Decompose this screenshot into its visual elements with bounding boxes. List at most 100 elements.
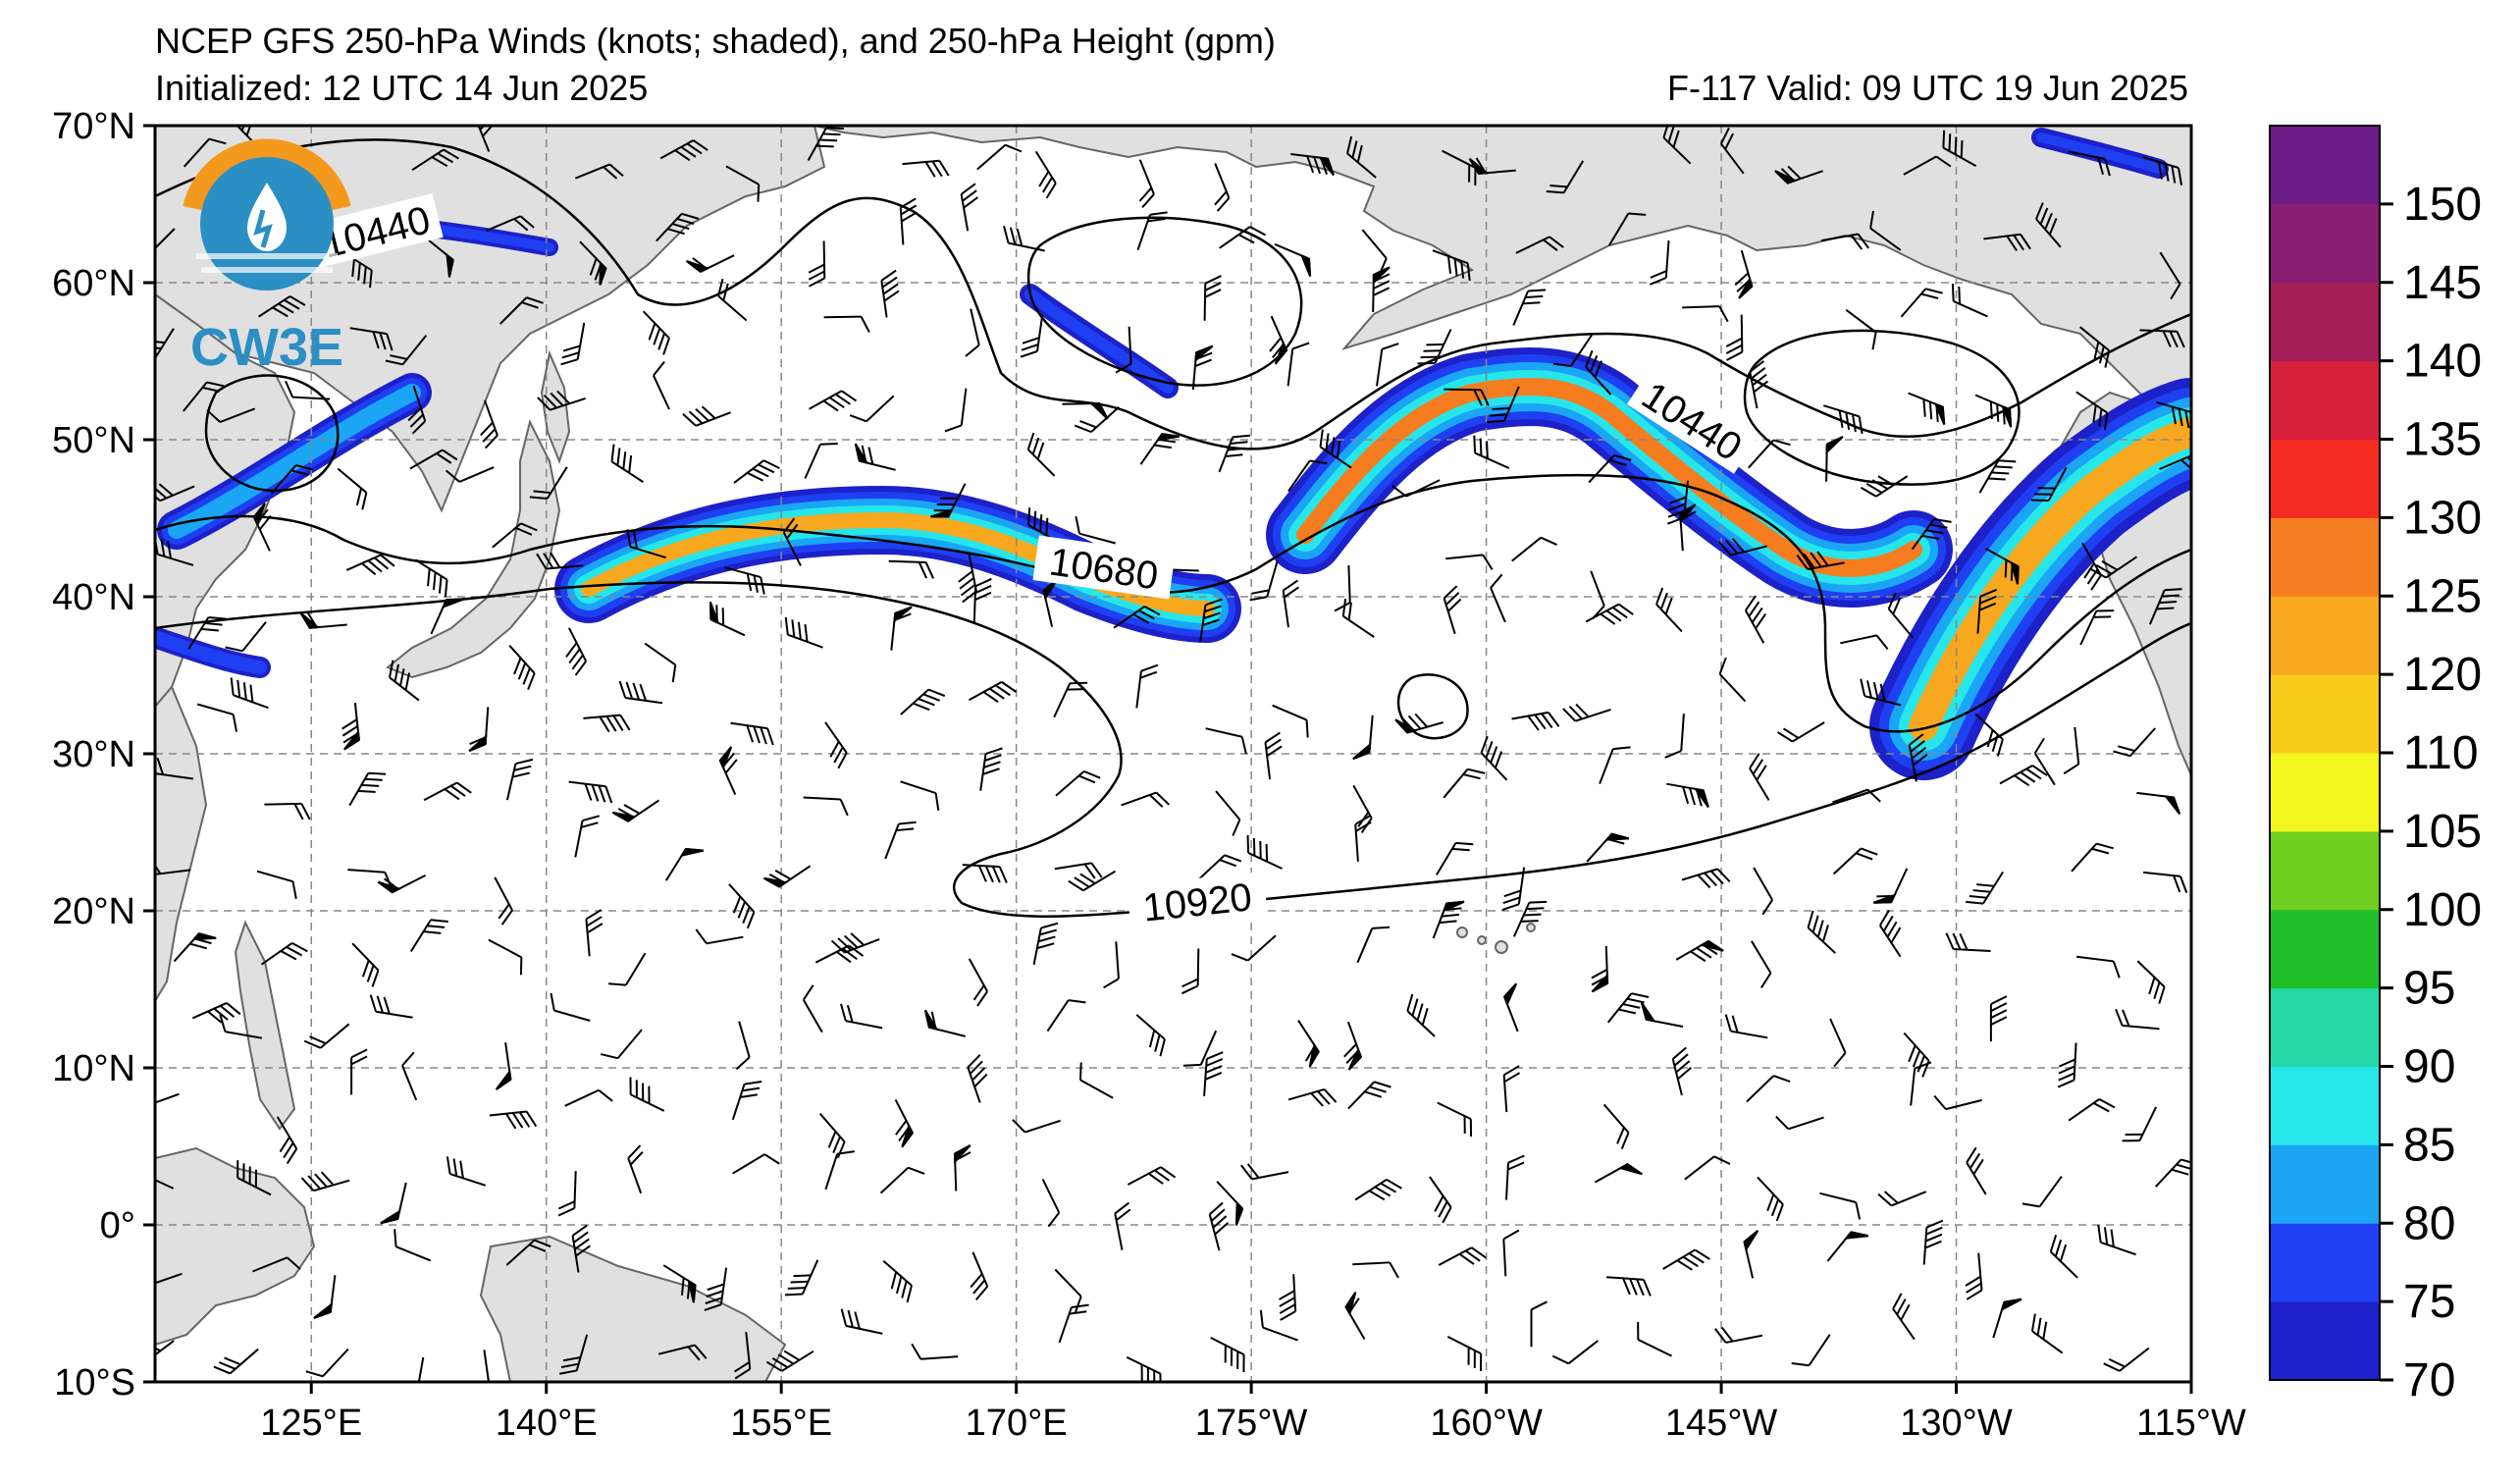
wind-barb	[1208, 1201, 1230, 1251]
wind-barb	[1114, 1201, 1131, 1250]
wind-barb	[725, 165, 761, 202]
wind-barb	[808, 240, 826, 288]
wind-barb	[724, 566, 765, 595]
wind-barb	[880, 269, 900, 318]
wind-barb	[823, 315, 870, 333]
wind-barb	[219, 1014, 263, 1039]
wind-barb	[270, 464, 314, 495]
colorbar-segment	[2270, 987, 2380, 1068]
wind-barb	[1372, 266, 1391, 313]
wind-barb	[2075, 955, 2121, 979]
wind-barb	[2148, 588, 2182, 625]
wind-barb	[2068, 1098, 2116, 1122]
wind-barb	[1438, 1246, 1487, 1266]
colorbar-segment	[2270, 596, 2380, 675]
wind-barb	[1989, 995, 2008, 1042]
wind-barb	[765, 1350, 814, 1372]
wind-barb	[155, 228, 176, 256]
wind-barb	[1974, 713, 2004, 757]
wind-barb	[550, 992, 591, 1022]
wind-shading	[155, 128, 2191, 780]
longitude-label: 175°W	[1195, 1403, 1308, 1444]
wind-barb	[1432, 900, 1465, 939]
wind-barb	[1436, 841, 1474, 875]
longitude-label: 160°W	[1430, 1403, 1543, 1444]
wind-barb	[1135, 1014, 1166, 1057]
wind-barb	[1511, 536, 1557, 562]
wind-barb	[830, 932, 880, 954]
wind-barb	[468, 707, 490, 752]
wind-barb	[1054, 1268, 1082, 1314]
wind-barb	[1942, 130, 1977, 167]
wind-barb	[730, 721, 774, 746]
wind-barb	[2035, 202, 2062, 248]
wind-barb	[1502, 1065, 1521, 1113]
wind-barb	[1820, 233, 1869, 250]
wind-barb	[1718, 538, 1767, 556]
wind-barb	[803, 796, 849, 817]
colorbar-label: 80	[2403, 1197, 2455, 1249]
wind-barb	[1473, 435, 1510, 469]
wind-barb	[1394, 713, 1444, 734]
wind-barb	[1933, 1094, 1982, 1111]
wind-barb	[894, 1098, 915, 1148]
wind-barb	[1127, 1166, 1177, 1186]
colorbar: 70 75 80 85 90 95 100 105 110 120 125 130 135 140 145 1…	[2269, 125, 2482, 1406]
wind-barb	[1829, 1018, 1847, 1068]
colorbar-segment	[2270, 674, 2380, 754]
wind-barb	[1734, 249, 1754, 299]
wind-barb	[1075, 515, 1116, 545]
wind-barb	[2159, 453, 2191, 472]
wind-barb	[1911, 517, 1952, 551]
wind-barb	[784, 1259, 819, 1297]
wind-barb	[1515, 236, 1564, 254]
wind-barb	[489, 1110, 538, 1130]
wind-barb	[1139, 432, 1181, 465]
wind-barb	[809, 390, 858, 412]
wind-barb	[1922, 1219, 1944, 1265]
wind-barb	[953, 1144, 971, 1192]
wind-barb	[718, 746, 738, 796]
wind-barb	[1264, 731, 1283, 780]
colorbar-label: 150	[2403, 179, 2482, 231]
latitude-label: 40°N	[52, 577, 135, 618]
wind-barb	[1662, 126, 1692, 165]
wind-barb	[1443, 585, 1462, 635]
wind-barb	[1807, 910, 1836, 954]
wind-barb	[1873, 868, 1909, 904]
wind-barb	[256, 870, 297, 899]
wind-barb	[1444, 388, 1490, 406]
wind-barb	[2156, 400, 2191, 431]
colorbar-segment	[2270, 1301, 2380, 1381]
latitude-label: 50°N	[52, 420, 135, 461]
wind-barb	[183, 137, 227, 168]
wind-barb	[976, 143, 1023, 171]
wind-barb	[1825, 436, 1844, 482]
wind-barb	[1269, 315, 1288, 365]
wind-barb	[1682, 305, 1729, 323]
wind-barb	[731, 1081, 762, 1121]
wind-barb	[341, 702, 360, 751]
wind-barb	[1026, 432, 1056, 477]
wind-barb	[1319, 429, 1352, 469]
wind-barb	[1983, 233, 2031, 251]
land-new-guinea	[479, 1235, 787, 1382]
wind-barb	[350, 1048, 368, 1095]
wind-barb	[1279, 1274, 1297, 1321]
wind-barb	[899, 197, 918, 245]
wind-barb	[1249, 560, 1279, 602]
wind-barb	[965, 308, 980, 357]
wind-barb	[802, 984, 823, 1033]
wind-barb	[1115, 326, 1132, 374]
colorbar-segment	[2270, 126, 2380, 205]
latitude-label: 20°N	[52, 891, 135, 932]
wind-barb	[407, 385, 427, 435]
wind-barb	[911, 1343, 959, 1360]
contour-line	[1396, 673, 1469, 740]
wind-barb	[1354, 1178, 1402, 1201]
jet-shading-band	[155, 631, 267, 674]
wind-barb	[206, 407, 256, 423]
wind-barb	[782, 517, 802, 566]
wind-barb	[1020, 314, 1044, 358]
wind-barb	[1290, 153, 1335, 177]
